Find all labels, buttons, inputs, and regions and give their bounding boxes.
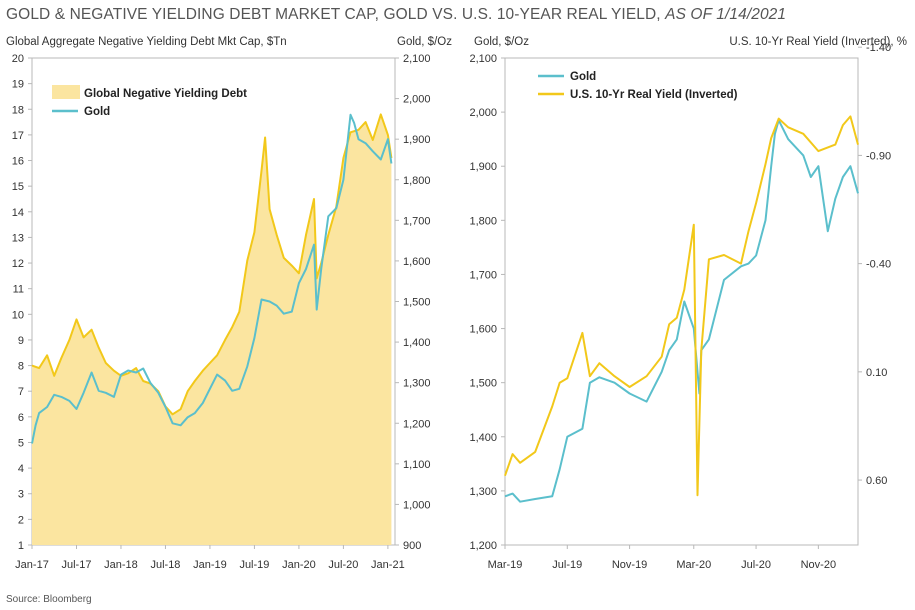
- p1-x-tick-label: Jan-17: [15, 559, 49, 571]
- figure-title-date: AS OF 1/14/2021: [665, 6, 787, 23]
- p1-gold-line: [31, 113, 393, 444]
- p2-x-tick-label: Nov-20: [801, 559, 836, 571]
- p1-left-tick-label: 17: [12, 130, 24, 142]
- right-chart-right-axis-label: U.S. 10-Yr Real Yield (Inverted), %: [729, 36, 907, 48]
- p1-left-tick-label: 13: [12, 232, 24, 244]
- p1-right-tick-label: 1,600: [403, 256, 431, 268]
- p2-left-tick-label: 1,200: [469, 540, 497, 552]
- p1-right-tick-label: 1,300: [403, 378, 431, 390]
- p1-left-tick-label: 14: [12, 207, 24, 219]
- p2-right-tick-label: -1.40: [866, 42, 891, 54]
- figure-title-text: GOLD & NEGATIVE YIELDING DEBT MARKET CAP…: [6, 6, 661, 23]
- p2-left-tick-label: 1,400: [469, 432, 497, 444]
- p1-x-tick-label: Jul-19: [239, 559, 269, 571]
- p1-x-tick-label: Jan-18: [104, 559, 138, 571]
- p1-right-tick-label: 1,700: [403, 215, 431, 227]
- p1-right-tick-label: 1,400: [403, 337, 431, 349]
- source-note: Source: Bloomberg: [6, 594, 92, 605]
- p2-right-tick-label: -0.90: [866, 150, 891, 162]
- p2-left-tick-label: 1,900: [469, 161, 497, 173]
- p1-left-tick-label: 5: [18, 437, 24, 449]
- p1-left-tick-label: 9: [18, 335, 24, 347]
- p1-legend-label: Gold: [84, 106, 110, 118]
- p2-left-tick-label: 2,000: [469, 107, 497, 119]
- p1-left-tick-label: 7: [18, 386, 24, 398]
- p2-left-tick-label: 1,300: [469, 486, 497, 498]
- p1-left-tick-label: 16: [12, 156, 24, 168]
- p2-left-tick-label: 1,800: [469, 215, 497, 227]
- p2-x-tick-label: Jul-19: [552, 559, 582, 571]
- p2-left-tick-label: 1,500: [469, 378, 497, 390]
- right-chart-left-axis-label: Gold, $/Oz: [474, 36, 529, 48]
- p1-right-tick-label: 1,500: [403, 297, 431, 309]
- p1-left-tick-label: 2: [18, 514, 24, 526]
- p2-legend-label: Gold: [570, 71, 596, 83]
- p2-right-tick-label: -0.40: [866, 259, 891, 271]
- p2-gold-line: [504, 119, 859, 503]
- p1-right-tick-label: 2,000: [403, 94, 431, 106]
- p1-left-tick-label: 20: [12, 53, 24, 65]
- p1-left-tick-label: 12: [12, 258, 24, 270]
- p1-legend-label: Global Negative Yielding Debt: [84, 88, 247, 100]
- p1-x-tick-label: Jan-20: [282, 559, 316, 571]
- p1-left-tick-label: 15: [12, 181, 24, 193]
- p1-debt-line: [31, 113, 393, 416]
- p1-left-tick-label: 8: [18, 361, 24, 373]
- p2-x-tick-label: Mar-19: [488, 559, 523, 571]
- p1-left-tick-label: 1: [18, 540, 24, 552]
- p1-right-tick-label: 1,200: [403, 418, 431, 430]
- p2-plot-frame: [504, 57, 859, 546]
- p2-left-tick-label: 1,700: [469, 269, 497, 281]
- p2-left-tick-label: 2,100: [469, 53, 497, 65]
- p1-left-tick-label: 10: [12, 309, 24, 321]
- p1-right-tick-label: 2,100: [403, 53, 431, 65]
- p1-right-tick-label: 900: [403, 540, 421, 552]
- p1-left-tick-label: 3: [18, 489, 24, 501]
- p2-left-tick-label: 1,600: [469, 324, 497, 336]
- p2-x-tick-label: Mar-20: [676, 559, 711, 571]
- p2-real-yield-line: [504, 115, 859, 497]
- p2-right-tick-label: 0.60: [866, 475, 887, 487]
- p1-x-tick-label: Jan-21: [371, 559, 405, 571]
- p1-debt-area: [32, 114, 392, 546]
- p1-left-tick-label: 4: [18, 463, 24, 475]
- p2-x-tick-label: Nov-19: [612, 559, 647, 571]
- p1-right-tick-label: 1,100: [403, 459, 431, 471]
- p1-legend-swatch-debt: [52, 85, 80, 99]
- p1-right-tick-label: 1,900: [403, 134, 431, 146]
- p2-x-tick-label: Jul-20: [741, 559, 771, 571]
- p1-left-tick-label: 6: [18, 412, 24, 424]
- left-chart-left-axis-label: Global Aggregate Negative Yielding Debt …: [6, 36, 287, 48]
- figure-title: GOLD & NEGATIVE YIELDING DEBT MARKET CAP…: [6, 6, 786, 24]
- p1-x-tick-label: Jul-20: [328, 559, 358, 571]
- p2-right-tick-label: 0.10: [866, 367, 887, 379]
- p1-left-tick-label: 19: [12, 79, 24, 91]
- p1-right-tick-label: 1,000: [403, 499, 431, 511]
- p1-x-tick-label: Jul-18: [150, 559, 180, 571]
- p1-left-tick-label: 18: [12, 104, 24, 116]
- p1-x-tick-label: Jul-17: [62, 559, 92, 571]
- p2-legend-label: U.S. 10-Yr Real Yield (Inverted): [570, 89, 738, 101]
- p1-left-tick-label: 11: [13, 284, 24, 296]
- p1-right-tick-label: 1,800: [403, 175, 431, 187]
- left-chart-right-axis-label: Gold, $/Oz: [397, 36, 452, 48]
- p1-x-tick-label: Jan-19: [193, 559, 227, 571]
